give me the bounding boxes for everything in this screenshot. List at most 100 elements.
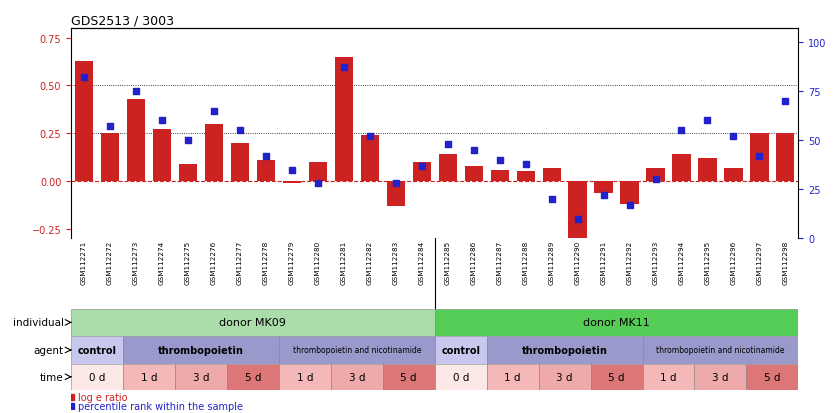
Text: GSM112290: GSM112290 — [574, 240, 580, 285]
Bar — [643, 336, 798, 364]
Bar — [487, 364, 538, 390]
Text: GSM112278: GSM112278 — [263, 240, 269, 285]
Text: GSM112285: GSM112285 — [445, 240, 451, 285]
Text: GSM112283: GSM112283 — [393, 240, 399, 285]
Point — [389, 180, 402, 187]
Point — [207, 108, 221, 115]
Text: GSM112271: GSM112271 — [81, 240, 87, 285]
Bar — [101, 134, 119, 182]
Text: GSM112293: GSM112293 — [653, 240, 659, 285]
Point — [130, 88, 143, 95]
Bar — [439, 155, 456, 182]
Text: time: time — [40, 372, 64, 382]
Text: GSM112298: GSM112298 — [782, 240, 788, 285]
Text: individual: individual — [13, 318, 64, 328]
Text: GSM112297: GSM112297 — [757, 240, 762, 285]
Bar — [71, 309, 435, 336]
Text: control: control — [441, 345, 480, 355]
Bar — [175, 364, 227, 390]
Point — [441, 141, 455, 148]
Point — [337, 65, 350, 71]
Bar — [387, 182, 405, 206]
Text: 0 d: 0 d — [89, 372, 105, 382]
Text: GSM112282: GSM112282 — [367, 240, 373, 285]
Text: thrombopoietin: thrombopoietin — [158, 345, 244, 355]
Point — [675, 128, 688, 134]
Point — [78, 75, 91, 81]
Bar — [127, 100, 145, 182]
Bar — [517, 172, 535, 182]
Point — [104, 124, 117, 131]
Text: GSM112275: GSM112275 — [185, 240, 191, 285]
Text: agent: agent — [33, 345, 64, 355]
Bar — [590, 364, 643, 390]
Bar — [308, 163, 327, 182]
Bar — [279, 336, 435, 364]
Text: GSM112284: GSM112284 — [419, 240, 425, 285]
Text: GSM112292: GSM112292 — [626, 240, 633, 285]
Bar — [747, 364, 798, 390]
Text: log e ratio: log e ratio — [79, 392, 128, 402]
Bar — [75, 62, 93, 182]
Text: GSM112277: GSM112277 — [237, 240, 243, 285]
Point — [363, 133, 376, 140]
Bar — [71, 336, 123, 364]
Point — [259, 153, 273, 160]
Point — [415, 163, 428, 170]
Text: GSM112279: GSM112279 — [289, 240, 295, 285]
Point — [545, 196, 558, 203]
Text: GSM112294: GSM112294 — [679, 240, 685, 285]
Text: GSM112276: GSM112276 — [211, 240, 217, 285]
Bar — [643, 364, 695, 390]
Bar — [123, 364, 175, 390]
Bar — [620, 182, 639, 204]
Bar — [71, 364, 123, 390]
Text: 1 d: 1 d — [297, 372, 314, 382]
Point — [155, 118, 169, 124]
Text: 3 d: 3 d — [712, 372, 729, 382]
Bar — [257, 161, 275, 182]
Text: 0 d: 0 d — [452, 372, 469, 382]
Text: control: control — [78, 345, 116, 355]
Text: thrombopoietin and nicotinamide: thrombopoietin and nicotinamide — [293, 346, 421, 355]
Point — [285, 167, 298, 173]
Bar — [487, 336, 643, 364]
Bar — [227, 364, 279, 390]
Text: donor MK11: donor MK11 — [584, 318, 650, 328]
Text: GSM112287: GSM112287 — [497, 240, 502, 285]
Bar — [231, 143, 249, 182]
Point — [519, 161, 533, 168]
Bar — [360, 136, 379, 182]
Point — [233, 128, 247, 134]
Bar — [334, 57, 353, 182]
Text: GSM112272: GSM112272 — [107, 240, 113, 285]
Bar — [646, 168, 665, 182]
Text: 1 d: 1 d — [504, 372, 521, 382]
Text: 3 d: 3 d — [349, 372, 365, 382]
Point — [778, 98, 792, 105]
Text: 5 d: 5 d — [245, 372, 261, 382]
Text: GSM112274: GSM112274 — [159, 240, 165, 285]
Bar — [568, 182, 587, 239]
Text: GSM112273: GSM112273 — [133, 240, 139, 285]
Bar — [491, 170, 509, 182]
Text: GSM112291: GSM112291 — [600, 240, 607, 285]
Bar — [751, 134, 768, 182]
Text: GSM112281: GSM112281 — [341, 240, 347, 285]
Bar — [538, 364, 590, 390]
Point — [597, 192, 610, 199]
Bar — [283, 182, 301, 183]
Text: 1 d: 1 d — [140, 372, 157, 382]
Bar — [698, 159, 716, 182]
Bar — [413, 163, 431, 182]
Bar — [279, 364, 331, 390]
Point — [467, 147, 481, 154]
Point — [311, 180, 324, 187]
Bar — [123, 336, 279, 364]
Text: GSM112288: GSM112288 — [522, 240, 528, 285]
Text: GSM112289: GSM112289 — [548, 240, 554, 285]
Text: 5 d: 5 d — [400, 372, 417, 382]
Bar — [435, 309, 798, 336]
Point — [752, 153, 766, 160]
Bar — [465, 166, 482, 182]
